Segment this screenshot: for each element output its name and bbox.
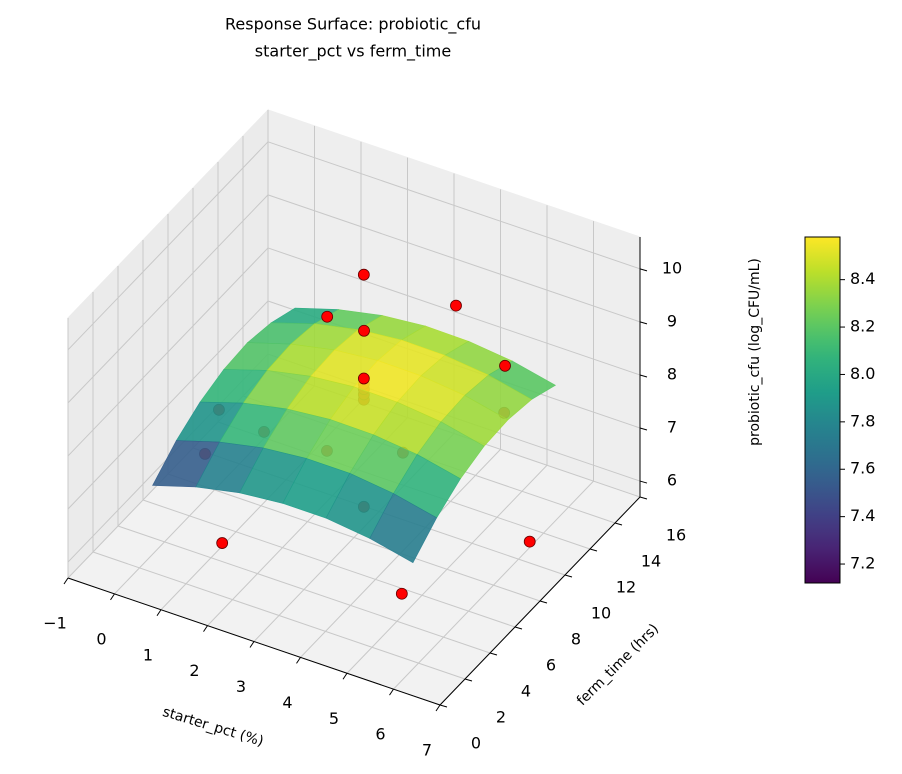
colorbar-tick-label: 7.8 <box>850 411 875 430</box>
data-point <box>357 268 370 281</box>
y-tick-label: 4 <box>521 682 531 701</box>
data-point <box>321 310 334 323</box>
data-point <box>499 359 511 372</box>
y-axis-line <box>439 496 641 706</box>
tick-mark <box>249 641 255 648</box>
z-tick-label: 7 <box>667 418 677 437</box>
y-tick-label: 2 <box>496 708 506 727</box>
tick-mark <box>639 374 648 378</box>
grid-line <box>92 551 466 680</box>
tick-mark <box>342 672 348 680</box>
tick-mark <box>639 321 648 325</box>
tick-mark <box>614 522 623 526</box>
tick-mark <box>639 427 648 431</box>
data-point <box>395 587 408 600</box>
x-tick-label: 4 <box>282 693 292 712</box>
y-tick-label: 10 <box>591 604 611 623</box>
x-tick-label: 3 <box>236 677 246 696</box>
tick-mark <box>564 574 573 578</box>
grid-line <box>142 499 516 628</box>
colorbar <box>804 236 841 584</box>
colorbar-tick-label: 7.6 <box>850 459 875 478</box>
tick-mark <box>435 704 441 712</box>
colorbar-tick-label: 8.4 <box>850 269 875 288</box>
data-point <box>523 535 536 548</box>
z-tick-label: 10 <box>662 258 682 277</box>
data-point <box>216 537 229 549</box>
grid-line <box>67 141 269 351</box>
colorbar-tick-label: 7.2 <box>850 554 875 573</box>
grid-line <box>117 525 491 654</box>
chart-title: Response Surface: probiotic_cfu <box>225 15 481 35</box>
x-tick-label: 6 <box>375 725 385 744</box>
tick-mark <box>514 626 523 630</box>
grid-line <box>67 247 269 457</box>
grid-line <box>167 473 541 602</box>
y-tick-label: 6 <box>546 656 556 675</box>
grid-line <box>267 194 641 323</box>
tick-mark <box>589 548 598 552</box>
z-tick-label: 8 <box>667 364 677 383</box>
tick-mark <box>63 577 69 585</box>
tick-mark <box>539 600 548 604</box>
x-tick-label: 7 <box>422 741 432 760</box>
points <box>321 268 536 548</box>
tick-mark <box>639 268 648 272</box>
tick-mark <box>464 678 473 682</box>
data-point <box>450 299 462 312</box>
colorbar-tick-label: 8.0 <box>850 364 875 383</box>
grid-line <box>267 141 641 270</box>
tick-mark <box>439 704 448 708</box>
x-tick-label: 2 <box>189 661 199 680</box>
colorbar-ticks: 7.2 7.4 7.6 7.8 8.0 8.2 8.4 <box>840 269 875 573</box>
surface <box>152 307 557 564</box>
y-tick-label: 16 <box>666 526 686 545</box>
grid-line <box>67 194 269 404</box>
x-tick-label: 0 <box>96 629 106 648</box>
tick-mark <box>639 496 648 500</box>
z-tick-label: 6 <box>667 471 677 490</box>
y-tick-label: 8 <box>571 630 581 649</box>
y-tick-label: 0 <box>471 734 481 753</box>
tick-mark <box>489 652 498 656</box>
tick-mark <box>110 593 115 601</box>
x-tick-label: 1 <box>143 645 153 664</box>
y-axis-label: ferm_time (hrs) <box>574 621 662 709</box>
data-point <box>357 372 370 385</box>
x-axis-line <box>67 577 441 706</box>
x-tick-label: −1 <box>43 614 67 633</box>
x-tick-label: 5 <box>329 709 339 728</box>
tick-mark <box>296 657 301 664</box>
tick-mark <box>203 625 208 632</box>
tick-mark <box>389 688 394 696</box>
data-point <box>358 324 370 337</box>
chart-subtitle: starter_pct vs ferm_time <box>255 42 451 62</box>
y-tick-label: 12 <box>616 578 636 597</box>
tick-mark <box>156 609 162 617</box>
surface-patch <box>369 493 438 564</box>
grid-line <box>67 300 269 510</box>
tick-mark <box>639 480 648 484</box>
x-axis-label: starter_pct (%) <box>161 704 266 750</box>
z-tick-label: 9 <box>667 311 677 330</box>
grid-line <box>267 247 641 376</box>
colorbar-tick-label: 8.2 <box>850 317 875 336</box>
y-tick-label: 14 <box>641 552 661 571</box>
z-axis-label: probiotic_cfu (log_CFU/mL) <box>747 258 763 446</box>
colorbar-tick-label: 7.4 <box>850 506 875 525</box>
